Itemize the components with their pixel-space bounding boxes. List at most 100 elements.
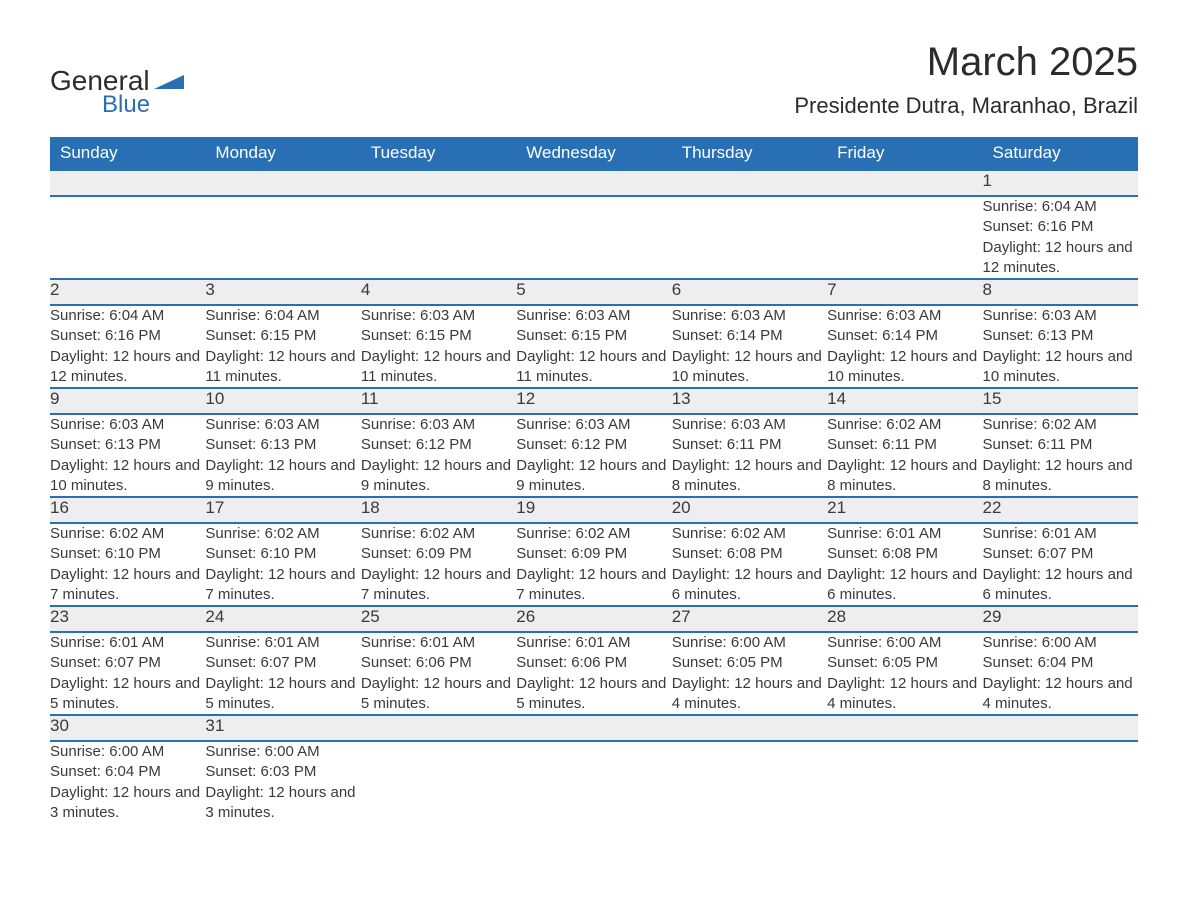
sunset-line: Sunset: 6:16 PM: [983, 217, 1138, 237]
day-content-cell: Sunrise: 6:00 AMSunset: 6:03 PMDaylight:…: [205, 741, 360, 823]
day-content-cell: Sunrise: 6:02 AMSunset: 6:09 PMDaylight:…: [516, 523, 671, 606]
day-content-row: Sunrise: 6:01 AMSunset: 6:07 PMDaylight:…: [50, 632, 1138, 715]
sunrise-line: Sunrise: 6:00 AM: [205, 742, 360, 762]
header: General Blue March 2025 Presidente Dutra…: [50, 40, 1138, 119]
sunset-line: Sunset: 6:09 PM: [361, 544, 516, 564]
day-content-cell: Sunrise: 6:00 AMSunset: 6:05 PMDaylight:…: [672, 632, 827, 715]
day-number-cell: 10: [205, 388, 360, 414]
daylight-line: Daylight: 12 hours and 3 minutes.: [205, 783, 360, 824]
day-number-cell: 25: [361, 606, 516, 632]
day-number-cell: 5: [516, 279, 671, 305]
day-content-cell: Sunrise: 6:01 AMSunset: 6:07 PMDaylight:…: [983, 523, 1138, 606]
daylight-line: Daylight: 12 hours and 9 minutes.: [205, 456, 360, 497]
day-content-cell: Sunrise: 6:03 AMSunset: 6:14 PMDaylight:…: [827, 305, 982, 388]
day-content-cell: [361, 196, 516, 279]
daylight-line: Daylight: 12 hours and 9 minutes.: [361, 456, 516, 497]
sunrise-line: Sunrise: 6:03 AM: [50, 415, 205, 435]
sunrise-line: Sunrise: 6:02 AM: [983, 415, 1138, 435]
calendar-table: SundayMondayTuesdayWednesdayThursdayFrid…: [50, 137, 1138, 823]
logo-text-blue: Blue: [102, 91, 150, 119]
day-number-cell: [827, 715, 982, 741]
day-content-cell: Sunrise: 6:03 AMSunset: 6:13 PMDaylight:…: [205, 414, 360, 497]
day-number-cell: 27: [672, 606, 827, 632]
sunrise-line: Sunrise: 6:04 AM: [205, 306, 360, 326]
day-content-cell: Sunrise: 6:01 AMSunset: 6:08 PMDaylight:…: [827, 523, 982, 606]
weekday-header: Saturday: [983, 137, 1138, 170]
sunset-line: Sunset: 6:16 PM: [50, 326, 205, 346]
sunset-line: Sunset: 6:15 PM: [361, 326, 516, 346]
sunrise-line: Sunrise: 6:01 AM: [361, 633, 516, 653]
daylight-line: Daylight: 12 hours and 5 minutes.: [205, 674, 360, 715]
sunset-line: Sunset: 6:13 PM: [50, 435, 205, 455]
day-content-cell: Sunrise: 6:02 AMSunset: 6:10 PMDaylight:…: [50, 523, 205, 606]
day-number-row: 2345678: [50, 279, 1138, 305]
weekday-header: Sunday: [50, 137, 205, 170]
month-title: March 2025: [794, 40, 1138, 85]
sunrise-line: Sunrise: 6:01 AM: [827, 524, 982, 544]
day-number-cell: [516, 715, 671, 741]
day-number-cell: 6: [672, 279, 827, 305]
day-number-row: 1: [50, 170, 1138, 196]
day-content-cell: Sunrise: 6:01 AMSunset: 6:06 PMDaylight:…: [361, 632, 516, 715]
sunrise-line: Sunrise: 6:02 AM: [827, 415, 982, 435]
weekday-header: Thursday: [672, 137, 827, 170]
sunset-line: Sunset: 6:10 PM: [50, 544, 205, 564]
daylight-line: Daylight: 12 hours and 7 minutes.: [205, 565, 360, 606]
sunrise-line: Sunrise: 6:01 AM: [983, 524, 1138, 544]
day-number-cell: [50, 170, 205, 196]
daylight-line: Daylight: 12 hours and 4 minutes.: [983, 674, 1138, 715]
day-content-cell: Sunrise: 6:01 AMSunset: 6:06 PMDaylight:…: [516, 632, 671, 715]
daylight-line: Daylight: 12 hours and 6 minutes.: [672, 565, 827, 606]
sunrise-line: Sunrise: 6:01 AM: [50, 633, 205, 653]
sunrise-line: Sunrise: 6:03 AM: [672, 415, 827, 435]
day-content-cell: Sunrise: 6:02 AMSunset: 6:11 PMDaylight:…: [827, 414, 982, 497]
day-content-cell: Sunrise: 6:03 AMSunset: 6:15 PMDaylight:…: [516, 305, 671, 388]
day-content-cell: Sunrise: 6:02 AMSunset: 6:10 PMDaylight:…: [205, 523, 360, 606]
day-content-row: Sunrise: 6:02 AMSunset: 6:10 PMDaylight:…: [50, 523, 1138, 606]
sunrise-line: Sunrise: 6:00 AM: [827, 633, 982, 653]
day-number-cell: 30: [50, 715, 205, 741]
daylight-line: Daylight: 12 hours and 8 minutes.: [983, 456, 1138, 497]
sunset-line: Sunset: 6:13 PM: [983, 326, 1138, 346]
sunrise-line: Sunrise: 6:04 AM: [50, 306, 205, 326]
day-number-cell: 4: [361, 279, 516, 305]
day-content-cell: [50, 196, 205, 279]
sunset-line: Sunset: 6:15 PM: [516, 326, 671, 346]
day-number-cell: 20: [672, 497, 827, 523]
day-number-cell: 22: [983, 497, 1138, 523]
day-number-cell: 28: [827, 606, 982, 632]
sunset-line: Sunset: 6:09 PM: [516, 544, 671, 564]
daylight-line: Daylight: 12 hours and 12 minutes.: [50, 347, 205, 388]
day-number-cell: 31: [205, 715, 360, 741]
daylight-line: Daylight: 12 hours and 5 minutes.: [361, 674, 516, 715]
daylight-line: Daylight: 12 hours and 10 minutes.: [672, 347, 827, 388]
sunset-line: Sunset: 6:13 PM: [205, 435, 360, 455]
weekday-header: Tuesday: [361, 137, 516, 170]
sunrise-line: Sunrise: 6:01 AM: [205, 633, 360, 653]
daylight-line: Daylight: 12 hours and 5 minutes.: [50, 674, 205, 715]
day-number-cell: 9: [50, 388, 205, 414]
day-content-cell: Sunrise: 6:03 AMSunset: 6:15 PMDaylight:…: [361, 305, 516, 388]
weekday-header: Monday: [205, 137, 360, 170]
day-number-cell: 12: [516, 388, 671, 414]
day-number-cell: 18: [361, 497, 516, 523]
sunset-line: Sunset: 6:07 PM: [983, 544, 1138, 564]
sunset-line: Sunset: 6:04 PM: [50, 762, 205, 782]
sunrise-line: Sunrise: 6:03 AM: [361, 415, 516, 435]
sunset-line: Sunset: 6:10 PM: [205, 544, 360, 564]
daylight-line: Daylight: 12 hours and 4 minutes.: [827, 674, 982, 715]
day-number-row: 23242526272829: [50, 606, 1138, 632]
weekday-header: Wednesday: [516, 137, 671, 170]
sunrise-line: Sunrise: 6:00 AM: [672, 633, 827, 653]
day-number-cell: 13: [672, 388, 827, 414]
sunrise-line: Sunrise: 6:02 AM: [516, 524, 671, 544]
day-content-cell: Sunrise: 6:02 AMSunset: 6:09 PMDaylight:…: [361, 523, 516, 606]
title-block: March 2025 Presidente Dutra, Maranhao, B…: [794, 40, 1138, 119]
day-content-cell: Sunrise: 6:01 AMSunset: 6:07 PMDaylight:…: [205, 632, 360, 715]
day-content-cell: Sunrise: 6:03 AMSunset: 6:13 PMDaylight:…: [50, 414, 205, 497]
daylight-line: Daylight: 12 hours and 10 minutes.: [827, 347, 982, 388]
day-content-cell: Sunrise: 6:03 AMSunset: 6:12 PMDaylight:…: [516, 414, 671, 497]
day-number-cell: 26: [516, 606, 671, 632]
daylight-line: Daylight: 12 hours and 7 minutes.: [516, 565, 671, 606]
sunrise-line: Sunrise: 6:02 AM: [50, 524, 205, 544]
